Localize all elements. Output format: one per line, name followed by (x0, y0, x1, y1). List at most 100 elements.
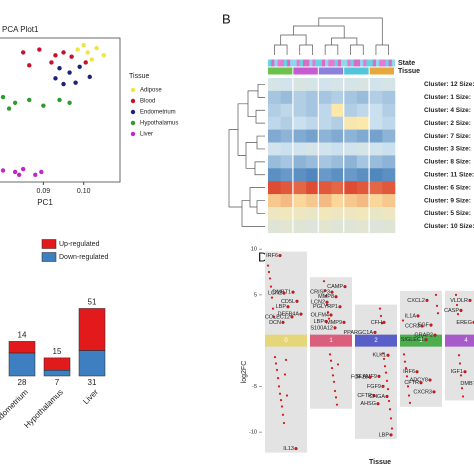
annotation-label: State (398, 60, 415, 67)
data-label: 31 (88, 378, 97, 387)
heatmap-cell (369, 194, 383, 208)
heatmap-cell (331, 219, 345, 234)
state-cell (302, 59, 307, 67)
gene-label: CXCL2 (407, 298, 425, 304)
state-cell (382, 59, 386, 67)
cluster-band (355, 334, 397, 347)
cluster-label: 4 (464, 338, 468, 344)
heatmap-cell (369, 103, 383, 117)
heatmap-cell (280, 78, 294, 92)
state-cell (369, 59, 373, 67)
data-label: 51 (88, 298, 97, 307)
state-cell (271, 59, 275, 67)
gene-point (290, 315, 294, 319)
state-cell (309, 59, 313, 67)
point (67, 100, 72, 106)
state-cell (325, 59, 329, 67)
point (270, 296, 274, 299)
gene-label: S100A12 (310, 325, 333, 331)
point (41, 103, 46, 108)
gene-point (424, 338, 428, 342)
point (405, 375, 409, 378)
gene-label: DMBT1 (272, 290, 291, 296)
heatmap-cell (382, 155, 396, 169)
point (404, 366, 408, 370)
cluster-band (400, 334, 442, 347)
gene-point (415, 370, 419, 374)
point (33, 172, 38, 177)
heatmap-cell (356, 207, 370, 221)
point (267, 270, 271, 274)
point (276, 377, 280, 380)
row-label: Cluster: 6 Size: (424, 184, 471, 191)
gene-point (420, 324, 424, 328)
heatmap-cell (344, 116, 358, 130)
point (27, 97, 32, 103)
gene-point (372, 393, 376, 398)
gene-label: LCN2 (268, 291, 282, 297)
heatmap-cell (306, 194, 320, 208)
y-tick-label: 10 (251, 247, 257, 253)
gene-point (281, 320, 285, 324)
gene-point (333, 326, 337, 330)
heatmap-cell (293, 129, 307, 143)
row-label: Cluster: 1 Size: (424, 94, 471, 101)
legend-label: Adipose (140, 88, 162, 94)
point (21, 50, 26, 55)
gene-label: FGF18 (351, 375, 368, 381)
heatmap-cell (280, 181, 294, 195)
cluster-background (265, 251, 307, 453)
heatmap-cell (318, 155, 332, 169)
heatmap-cell (382, 116, 396, 130)
state-cell (379, 59, 383, 67)
heatmap-cell (344, 155, 358, 169)
row-label: Cluster: 7 Size: (424, 133, 471, 140)
tissue-cell (268, 67, 293, 75)
gene-point (432, 390, 436, 394)
point (408, 401, 412, 404)
heatmap-cell (331, 181, 345, 195)
panel-label: B (222, 11, 231, 26)
point (16, 172, 22, 177)
state-cell (331, 59, 335, 67)
heatmap-cell (344, 181, 358, 195)
gene-label: CAMP (327, 284, 343, 290)
heatmap-cell (306, 181, 320, 195)
heatmap-cell (344, 194, 358, 208)
heatmap-cell (268, 219, 281, 234)
heatmap-cell (318, 181, 332, 195)
point (81, 43, 86, 48)
gene-label: LBP (276, 304, 287, 310)
heatmap-cell (280, 116, 294, 130)
heatmap-cell (369, 78, 383, 92)
heatmap-cell (331, 155, 345, 169)
gene-label: CFTR (357, 393, 372, 399)
heatmap-cell (344, 103, 358, 117)
point (326, 311, 330, 314)
gene-label: DMBT (460, 381, 474, 387)
gene-point (330, 290, 334, 294)
heatmap-cell (369, 181, 383, 195)
heatmap-cell (293, 168, 307, 182)
gene-label: SIGLEC1 (401, 337, 424, 343)
heatmap-cell (369, 207, 383, 221)
state-cell (306, 59, 310, 67)
gene-point (381, 384, 385, 388)
plot-frame (0, 37, 121, 183)
heatmap-cell (293, 78, 307, 92)
heatmap-cell (280, 129, 294, 143)
gene-point (324, 319, 328, 323)
heatmap-cell (280, 103, 294, 117)
gene-point (376, 402, 380, 406)
gene-label: EREG (456, 320, 472, 326)
legend-swatch (130, 131, 136, 137)
point (12, 169, 18, 175)
gene-label: KLK1 (373, 353, 386, 359)
point (279, 399, 283, 402)
point (39, 169, 44, 175)
heatmap-cell (306, 78, 320, 92)
heatmap-cell (306, 155, 320, 169)
heatmap-cell (268, 168, 281, 182)
